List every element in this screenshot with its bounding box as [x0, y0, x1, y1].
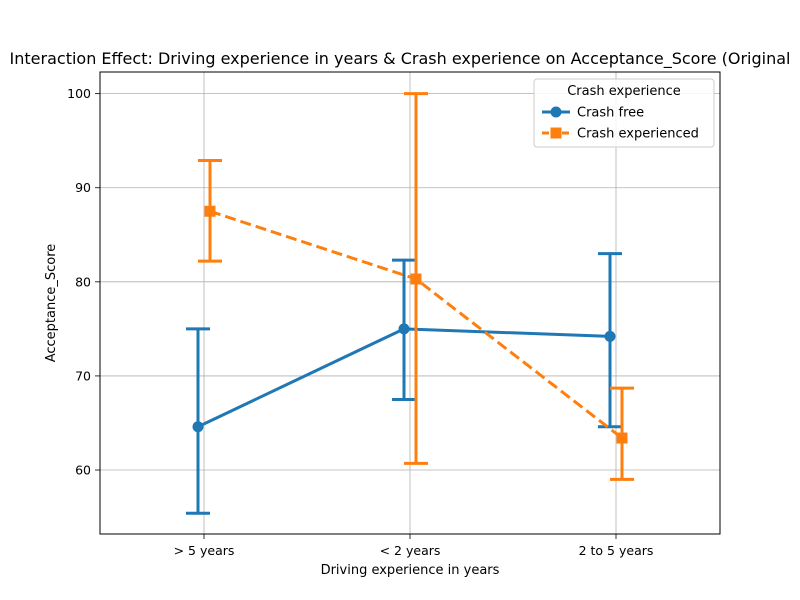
- legend-title: Crash experience: [567, 84, 681, 99]
- legend-box: [533, 78, 715, 148]
- series-crash-free: [186, 252, 622, 515]
- legend-item: Crash experienced: [542, 127, 699, 142]
- legend: Crash experience Crash free Crash experie…: [533, 78, 715, 148]
- legend-items: Crash free Crash experienced: [542, 106, 699, 142]
- data-series: [186, 92, 634, 515]
- x-tick-label: < 2 years: [380, 543, 441, 558]
- x-tick-label: 2 to 5 years: [579, 543, 654, 558]
- data-point: [410, 273, 422, 285]
- legend-marker: [550, 127, 562, 139]
- y-axis-ticks: 60 70 80 90 100: [67, 86, 100, 478]
- y-tick-label: 70: [75, 368, 91, 383]
- x-axis-ticks: > 5 years < 2 years 2 to 5 years: [174, 534, 654, 558]
- legend-item: Crash free: [542, 106, 644, 121]
- data-point: [604, 330, 616, 342]
- chart-title: Interaction Effect: Driving experience i…: [10, 49, 791, 69]
- data-point: [398, 323, 410, 335]
- y-tick-label: 60: [75, 463, 91, 478]
- y-tick-label: 100: [67, 86, 91, 101]
- x-tick-label: > 5 years: [174, 543, 235, 558]
- plot-frame: [99, 71, 721, 535]
- series-crash-experienced: [198, 92, 634, 481]
- x-axis-label: Driving experience in years: [321, 563, 500, 578]
- legend-label: Crash experienced: [577, 127, 699, 142]
- y-tick-label: 80: [75, 274, 91, 289]
- data-point: [616, 432, 628, 444]
- y-tick-label: 90: [75, 180, 91, 195]
- data-point: [192, 421, 204, 433]
- data-point: [204, 205, 216, 217]
- legend-marker: [550, 106, 562, 118]
- y-axis-label: Acceptance_Score: [44, 244, 59, 363]
- legend-label: Crash free: [577, 106, 644, 121]
